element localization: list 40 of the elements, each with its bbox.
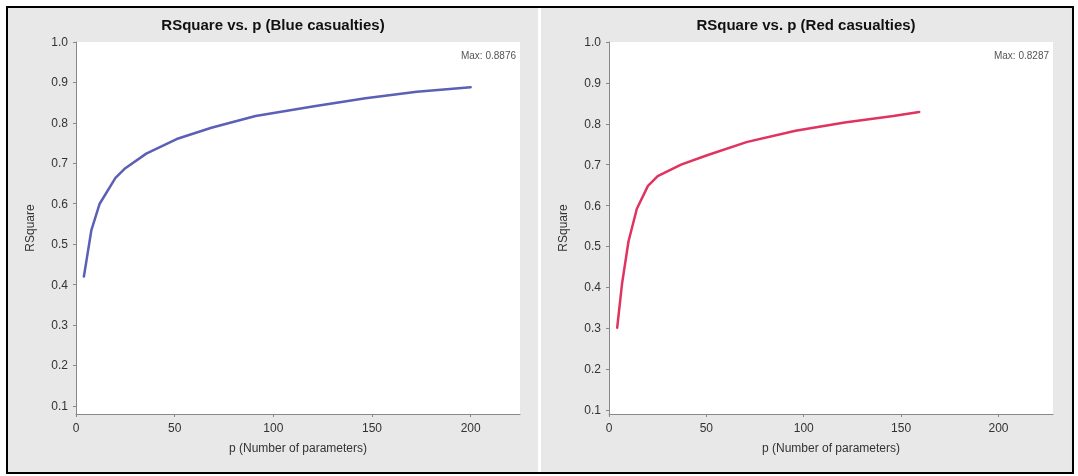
x-tick-label: 150 bbox=[891, 421, 912, 435]
x-tick-label: 0 bbox=[605, 421, 613, 435]
y-tick-label: 0.8 bbox=[51, 115, 69, 130]
y-axis-title: RSquare bbox=[556, 204, 570, 252]
x-tick-label: 50 bbox=[167, 421, 182, 435]
y-tick-label: 0.2 bbox=[584, 362, 602, 377]
y-tick-label: 0.5 bbox=[584, 239, 602, 254]
y-tick-label: 1.0 bbox=[51, 35, 69, 49]
x-tick-label: 150 bbox=[361, 421, 383, 435]
y-tick-label: 0.1 bbox=[51, 398, 69, 413]
x-tick-label: 50 bbox=[699, 421, 714, 435]
chart-title: RSquare vs. p (Blue casualties) bbox=[161, 16, 385, 33]
y-tick-label: 0.4 bbox=[584, 280, 602, 295]
y-tick-label: 0.4 bbox=[51, 277, 69, 292]
x-tick-label: 200 bbox=[460, 421, 481, 435]
x-tick-label: 200 bbox=[988, 421, 1009, 435]
y-tick-label: 0.2 bbox=[51, 358, 69, 373]
y-tick-label: 0.7 bbox=[584, 157, 602, 172]
chart-title: RSquare vs. p (Red casualties) bbox=[696, 16, 916, 33]
line-series bbox=[615, 110, 921, 329]
y-tick-label: 0.7 bbox=[51, 156, 69, 171]
y-tick-label: 0.9 bbox=[51, 75, 69, 90]
x-axis-title: p (Number of parameters) bbox=[761, 441, 901, 455]
y-tick-label: 1.0 bbox=[584, 35, 602, 49]
y-tick-label: 0.3 bbox=[51, 318, 69, 333]
y-tick-label: 0.9 bbox=[584, 75, 602, 90]
y-tick-label: 0.6 bbox=[51, 196, 69, 211]
y-axis-title: RSquare bbox=[23, 204, 37, 252]
y-tick-label: 0.1 bbox=[584, 402, 602, 417]
y-tick-label: 0.3 bbox=[584, 321, 602, 336]
y-tick-label: 0.6 bbox=[584, 198, 602, 213]
annotation: Max: 0.8287 bbox=[993, 49, 1050, 61]
x-axis-title: p (Number of parameters) bbox=[228, 441, 368, 455]
x-tick-label: 0 bbox=[72, 421, 80, 435]
x-tick-label: 100 bbox=[793, 421, 815, 435]
y-tick-label: 0.5 bbox=[51, 237, 69, 252]
x-tick-label: 100 bbox=[263, 421, 284, 435]
line-series bbox=[82, 86, 472, 278]
y-tick-label: 0.8 bbox=[584, 116, 602, 131]
annotation: Max: 0.8876 bbox=[460, 49, 517, 61]
